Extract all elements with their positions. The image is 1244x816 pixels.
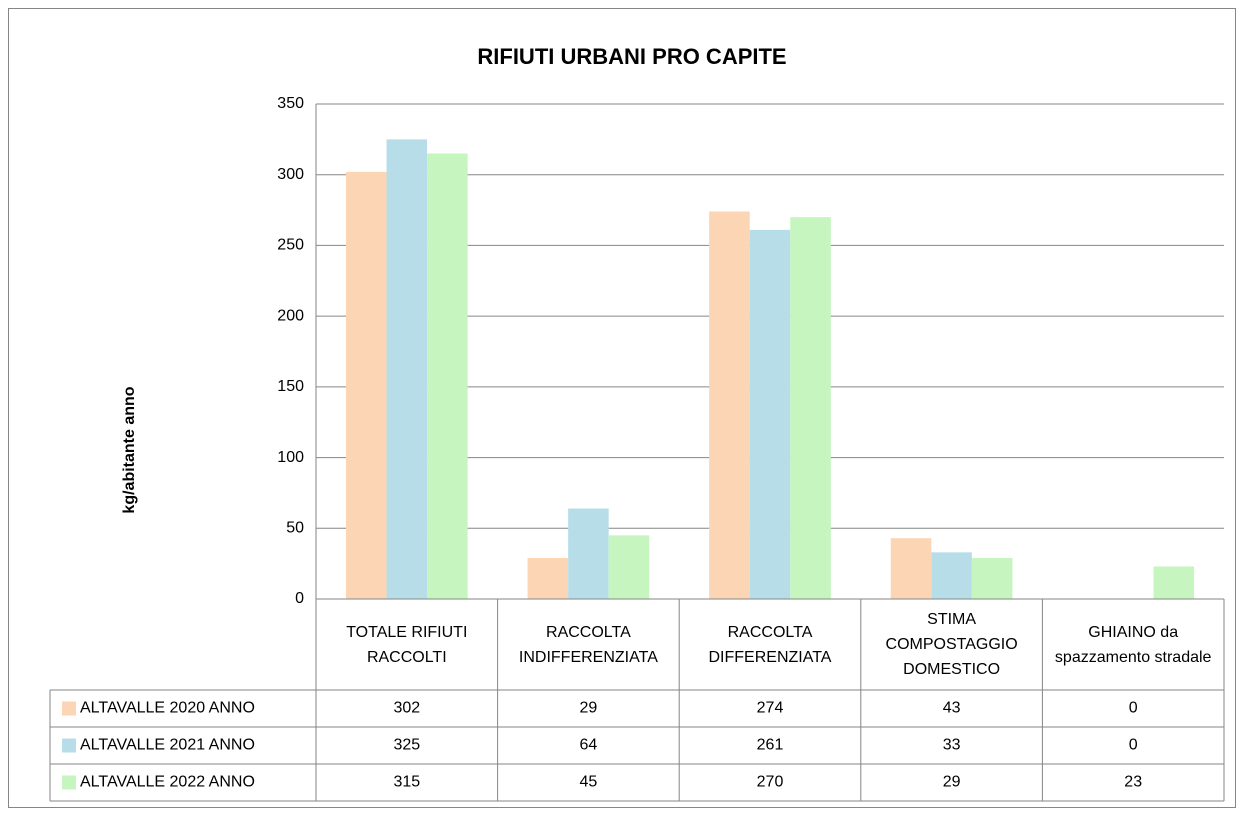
table-value: 43 [943, 700, 961, 717]
table-value: 0 [1129, 737, 1138, 754]
x-tick-label: TOTALE RIFIUTI RACCOLTI [346, 623, 468, 666]
bar [931, 552, 972, 599]
category-cell: GHIAINO da spazzamento stradale [1054, 623, 1212, 666]
chart-title: RIFIUTI URBANI PRO CAPITE [477, 44, 786, 69]
y-tick-label: 300 [277, 166, 304, 183]
y-tick-label: 0 [295, 590, 304, 607]
x-tick-label: RACCOLTA DIFFERENZIATA [708, 623, 832, 666]
y-tick-label: 250 [277, 237, 304, 254]
bar [608, 535, 650, 599]
legend-key [62, 738, 76, 753]
bar [1153, 566, 1195, 599]
legend-key [62, 775, 76, 790]
table-value: 274 [757, 700, 784, 717]
category-cell: STIMA COMPOSTAGGIO DOMESTICO [885, 611, 1018, 678]
bar [386, 139, 428, 599]
table-value: 64 [580, 737, 598, 754]
bar [527, 557, 569, 599]
table-value: 29 [943, 774, 961, 791]
legend-label: ALTAVALLE 2022 ANNO [80, 774, 255, 791]
table-value: 33 [943, 737, 961, 754]
legend-label: ALTAVALLE 2021 ANNO [80, 737, 255, 754]
table-value: 325 [393, 737, 420, 754]
y-tick-label: 100 [277, 449, 304, 466]
legend-label: ALTAVALLE 2020 ANNO [80, 700, 255, 717]
bar [427, 153, 468, 599]
bar [345, 171, 387, 599]
legend-key [62, 701, 76, 716]
table-value: 270 [757, 774, 784, 791]
bar [709, 211, 750, 599]
bar [790, 217, 831, 599]
table-value: 261 [757, 737, 784, 754]
table-value: 23 [1124, 774, 1142, 791]
x-tick-label: STIMA COMPOSTAGGIO DOMESTICO [885, 611, 1018, 678]
table-value: 302 [393, 700, 420, 717]
category-cell: RACCOLTA INDIFFERENZIATA [518, 623, 658, 666]
category-cell: RACCOLTA DIFFERENZIATA [708, 623, 832, 666]
table-value: 315 [393, 774, 420, 791]
bar [749, 229, 791, 599]
table-value: 0 [1129, 700, 1138, 717]
category-cell: TOTALE RIFIUTI RACCOLTI [346, 623, 468, 666]
y-tick-label: 350 [277, 95, 304, 112]
table-value: 29 [580, 700, 598, 717]
table-value: 45 [580, 774, 598, 791]
chart-border [8, 8, 1236, 808]
x-tick-label: RACCOLTA INDIFFERENZIATA [518, 623, 658, 666]
bar [568, 508, 609, 599]
y-axis-label: kg/abitante anno [121, 386, 138, 513]
bar [890, 538, 932, 599]
y-tick-label: 200 [277, 307, 304, 324]
y-tick-label: 50 [286, 520, 304, 537]
x-tick-label: GHIAINO da spazzamento stradale [1054, 623, 1212, 666]
y-tick-label: 150 [277, 378, 304, 395]
bar [971, 557, 1013, 599]
